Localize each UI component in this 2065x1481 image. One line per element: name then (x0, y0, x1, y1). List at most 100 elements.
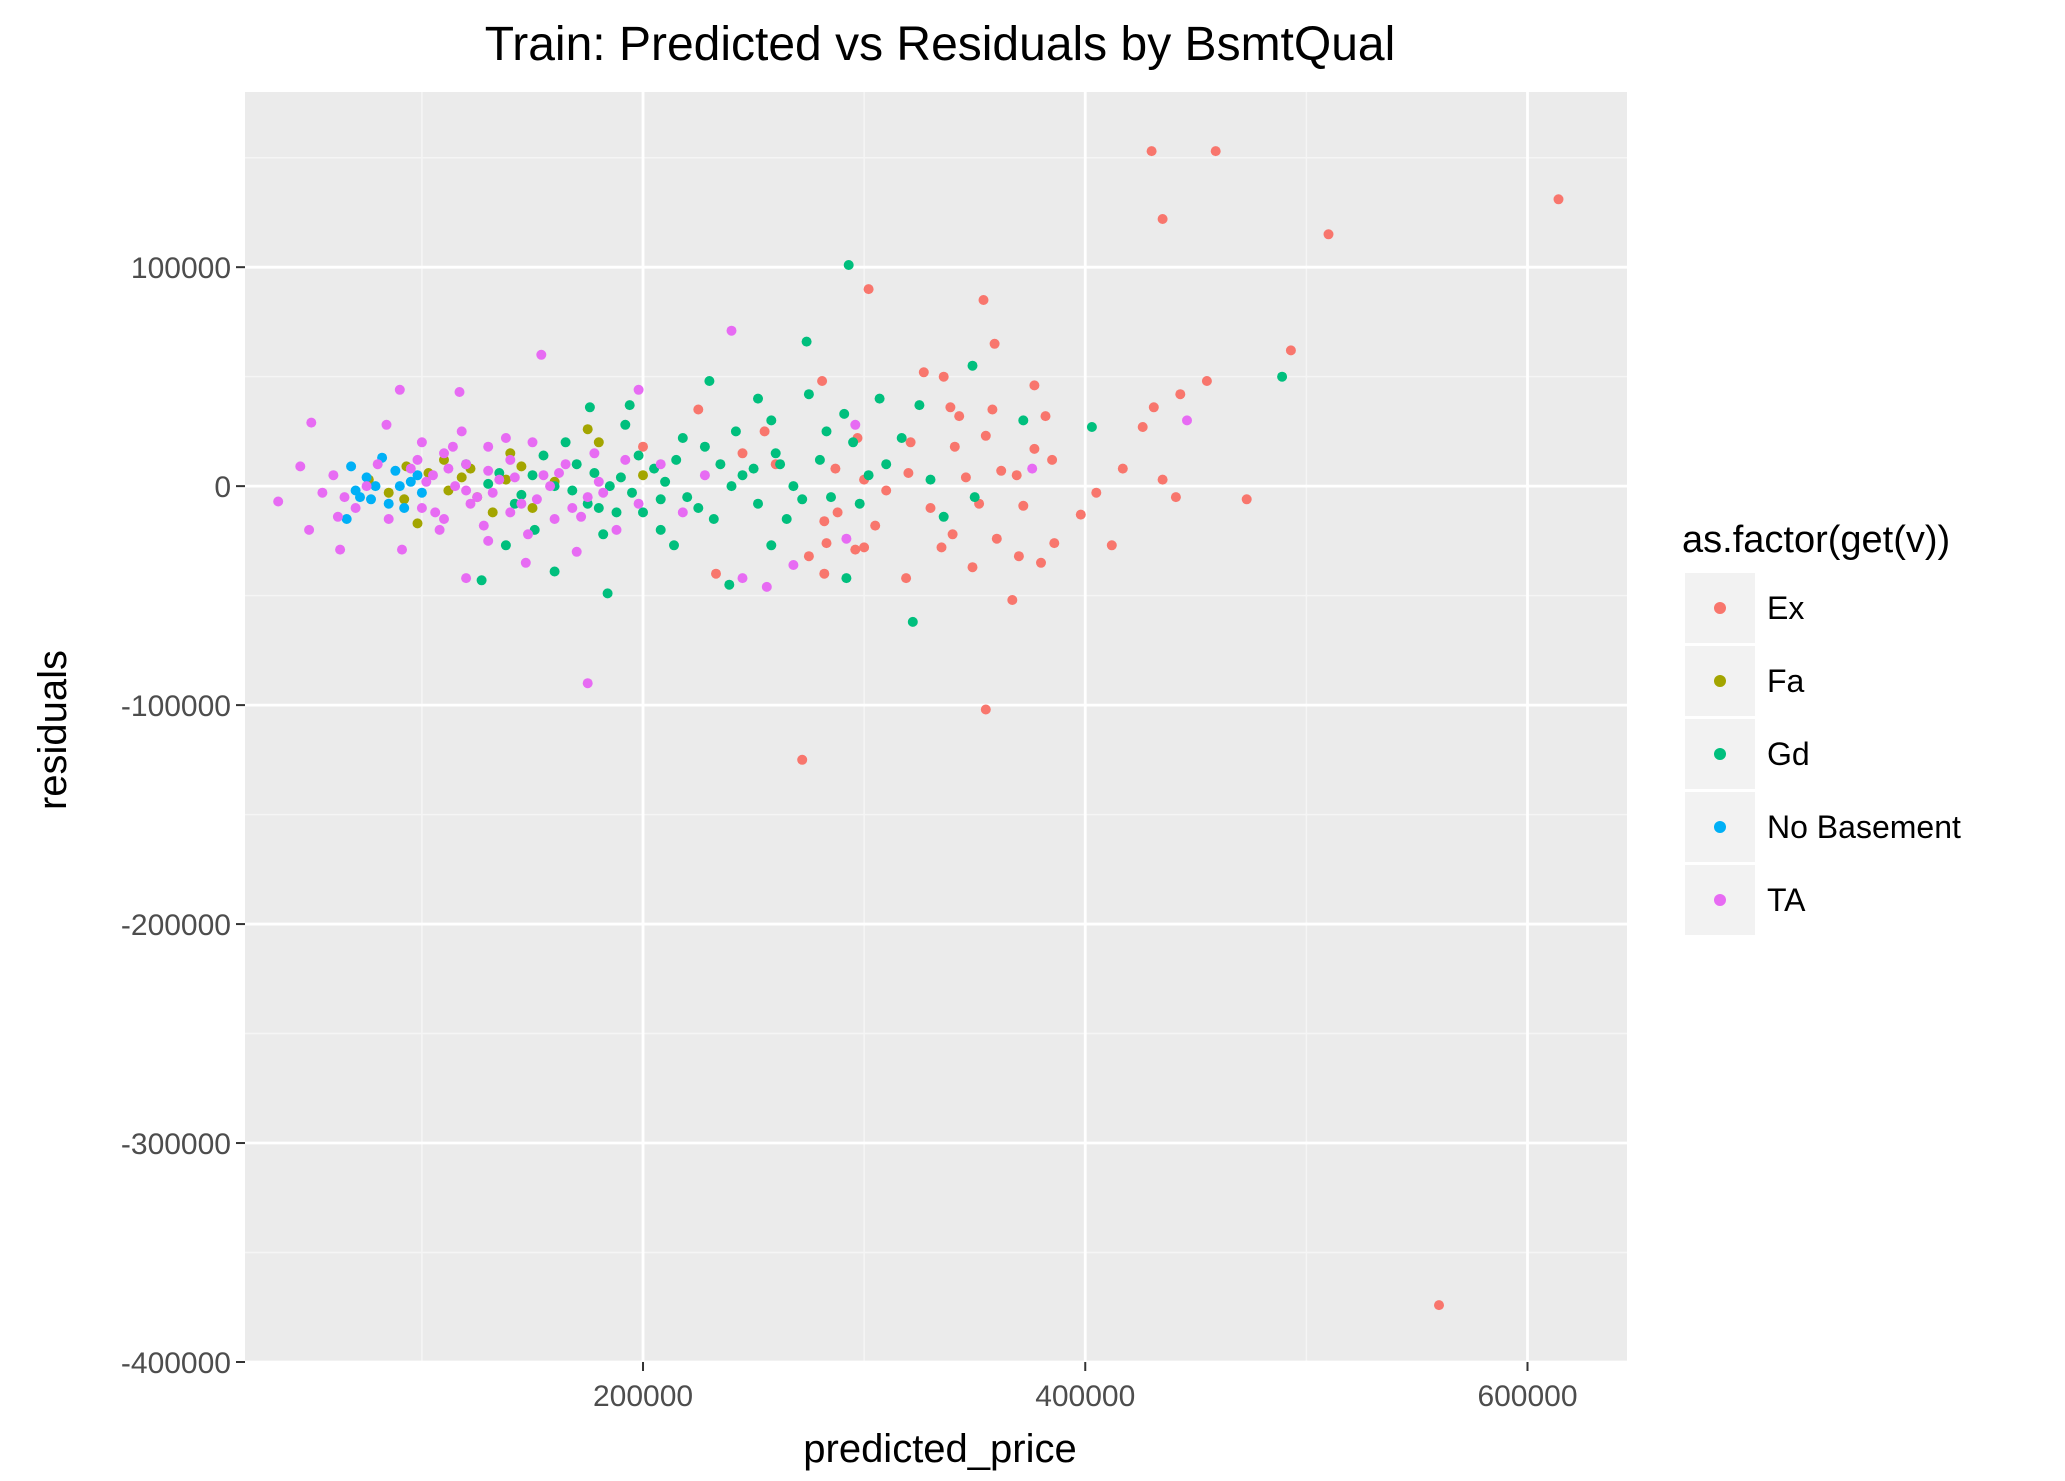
data-point (655, 494, 666, 505)
data-point (655, 524, 666, 535)
legend-title: as.factor(get(v)) (1682, 519, 1950, 561)
data-point (399, 494, 410, 505)
data-point (980, 704, 991, 715)
data-point (748, 463, 759, 474)
legend-label: TA (1767, 882, 1806, 918)
data-point (766, 415, 777, 426)
data-point (949, 441, 960, 452)
data-point (954, 411, 965, 422)
data-point (593, 503, 604, 513)
data-point (527, 470, 538, 481)
data-point (730, 426, 741, 437)
data-point (584, 402, 595, 413)
data-point (850, 419, 861, 430)
data-point (863, 284, 874, 295)
data-point (978, 295, 989, 305)
data-point (405, 463, 416, 474)
data-point (1036, 557, 1046, 568)
data-point (582, 424, 593, 435)
data-point (905, 437, 916, 448)
data-point (797, 754, 808, 765)
data-point (1210, 146, 1221, 157)
data-point (801, 336, 812, 347)
data-point (841, 533, 852, 544)
data-point (416, 487, 427, 498)
data-point (737, 573, 748, 584)
data-point (560, 459, 571, 470)
y-axis-title: residuals (31, 650, 75, 810)
data-point (1182, 415, 1192, 426)
data-point (317, 487, 328, 498)
data-point (704, 376, 715, 386)
data-point (781, 514, 792, 524)
data-point (598, 529, 609, 540)
data-point (1553, 194, 1564, 205)
data-point (925, 503, 936, 513)
data-point (737, 448, 748, 459)
data-point (1157, 214, 1168, 224)
legend-marker (1714, 675, 1726, 687)
data-point (527, 437, 538, 448)
data-point (724, 579, 735, 590)
data-point (1029, 443, 1040, 454)
legend-item: No Basement (1685, 792, 1961, 862)
y-tick-label: 100000 (131, 252, 231, 285)
y-tick-label: -400000 (121, 1347, 231, 1380)
data-point (711, 568, 721, 579)
axis-ticks: -400000 -300000 -200000 -100000 0 100000 20000… (121, 252, 1578, 1413)
data-point (397, 544, 407, 555)
data-point (627, 487, 637, 498)
data-point (797, 494, 808, 505)
data-point (611, 507, 622, 518)
data-point (708, 514, 719, 524)
data-point (788, 560, 799, 570)
data-point (699, 441, 710, 452)
data-point (633, 498, 644, 509)
data-point (803, 389, 814, 400)
data-point (1285, 345, 1296, 356)
data-point (394, 384, 405, 395)
data-point (1117, 463, 1128, 474)
data-point (655, 459, 666, 470)
data-point (1157, 474, 1168, 485)
series-gd (461, 260, 1288, 627)
data-point (991, 533, 1002, 544)
data-point (969, 492, 980, 503)
data-point (1086, 422, 1097, 432)
y-tick-label: -100000 (121, 690, 231, 723)
y-tick-label: -300000 (121, 1128, 231, 1161)
data-point (350, 503, 361, 513)
data-point (483, 535, 494, 546)
data-point (295, 461, 306, 472)
data-point (817, 376, 828, 386)
chart-title: Train: Predicted vs Residuals by BsmtQua… (485, 18, 1396, 71)
data-point (421, 476, 432, 487)
data-point (416, 503, 427, 513)
data-point (604, 481, 615, 492)
data-point (567, 503, 578, 513)
legend-label: No Basement (1767, 809, 1961, 845)
data-point (859, 542, 870, 553)
data-point (1241, 494, 1252, 505)
data-point (726, 325, 737, 336)
data-point (450, 481, 461, 492)
plot-panel (245, 92, 1627, 1362)
legend-label: Gd (1767, 736, 1810, 772)
data-point (273, 496, 284, 507)
data-point (775, 459, 786, 470)
data-point (494, 474, 505, 485)
data-point (434, 524, 445, 535)
data-point (761, 581, 772, 592)
data-point (602, 588, 613, 599)
data-point (412, 454, 423, 465)
data-point (350, 485, 361, 496)
data-point (589, 448, 600, 459)
data-point (332, 511, 343, 522)
plot-background (245, 92, 1627, 1362)
data-point (660, 476, 671, 487)
data-points (273, 146, 1564, 1311)
data-point (874, 393, 885, 404)
data-point (593, 476, 604, 487)
series-no-basement (341, 452, 427, 524)
data-point (936, 542, 947, 553)
